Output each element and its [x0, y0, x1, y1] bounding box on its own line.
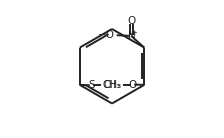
Text: N: N	[127, 31, 135, 41]
Text: O: O	[127, 16, 135, 26]
Text: +: +	[131, 30, 137, 36]
Text: −O: −O	[98, 30, 115, 40]
Text: CH₃: CH₃	[103, 80, 121, 90]
Text: S: S	[88, 80, 95, 90]
Text: CH₃: CH₃	[103, 80, 121, 90]
Text: O: O	[128, 80, 137, 90]
